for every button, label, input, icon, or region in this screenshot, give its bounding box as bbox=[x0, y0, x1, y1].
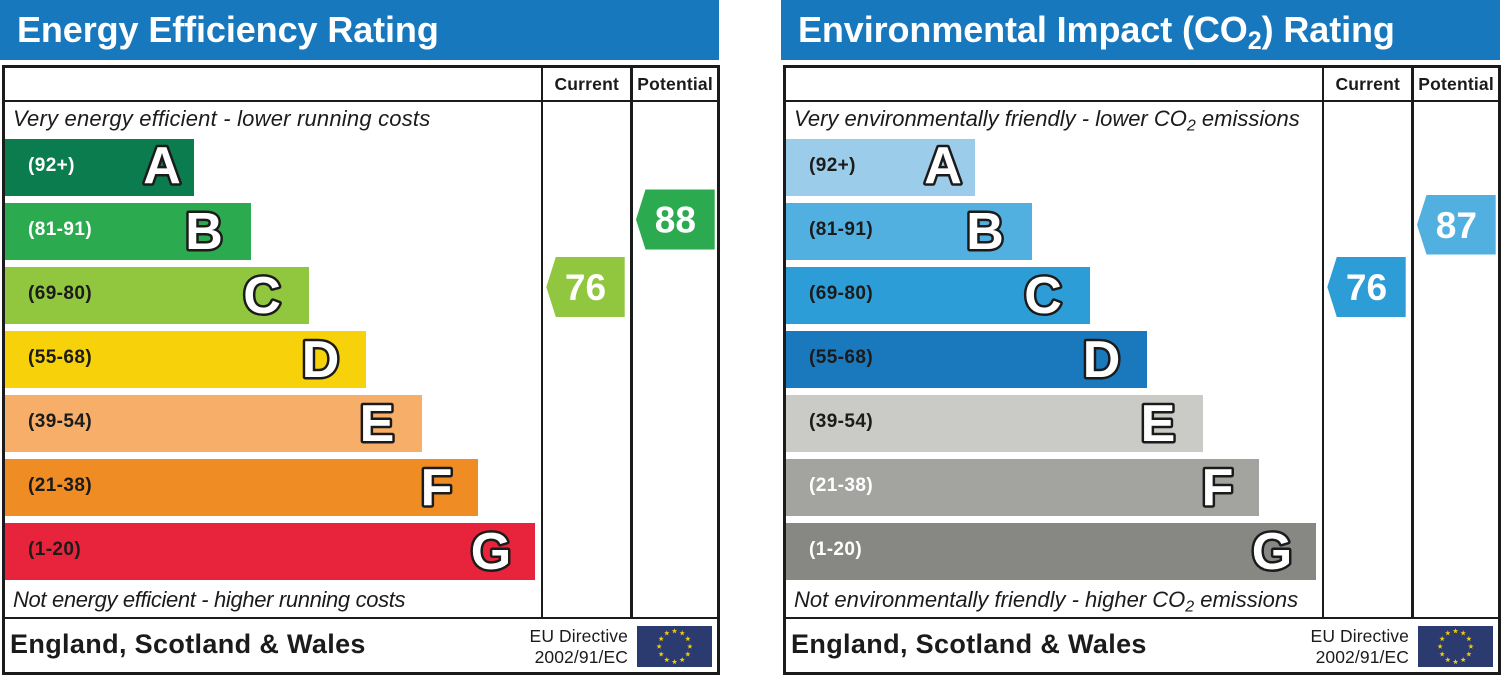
svg-text:B: B bbox=[966, 203, 1004, 261]
svg-text:C: C bbox=[1024, 267, 1062, 325]
svg-text:G: G bbox=[471, 523, 511, 581]
svg-text:D: D bbox=[1083, 331, 1121, 389]
svg-text:E: E bbox=[1141, 395, 1176, 453]
svg-text:76: 76 bbox=[1346, 267, 1387, 308]
svg-text:A: A bbox=[924, 137, 962, 195]
svg-text:C: C bbox=[243, 267, 281, 325]
svg-text:88: 88 bbox=[655, 200, 696, 241]
svg-text:76: 76 bbox=[565, 267, 606, 308]
svg-text:87: 87 bbox=[1436, 205, 1477, 246]
svg-text:F: F bbox=[1202, 459, 1234, 517]
svg-text:G: G bbox=[1252, 523, 1292, 581]
svg-text:A: A bbox=[143, 137, 181, 195]
svg-text:B: B bbox=[185, 203, 223, 261]
svg-text:F: F bbox=[421, 459, 453, 517]
svg-text:D: D bbox=[302, 331, 340, 389]
svg-text:E: E bbox=[360, 395, 395, 453]
